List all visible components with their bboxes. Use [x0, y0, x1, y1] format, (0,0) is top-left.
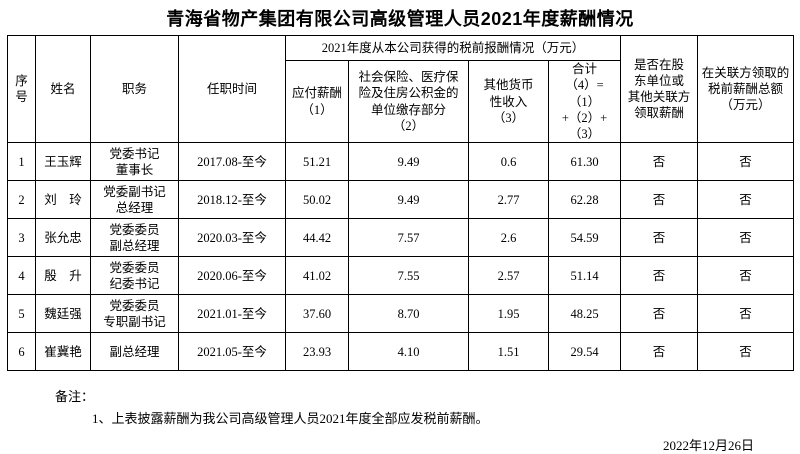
cell-name: 崔冀艳: [35, 332, 91, 372]
cell-insurance: 9.49: [348, 142, 469, 182]
document-date: 2022年12月26日: [662, 438, 754, 454]
cell-payable: 37.60: [285, 294, 349, 334]
cell-position: 党委委员 副总经理: [90, 218, 179, 258]
cell-other: 0.6: [468, 142, 549, 182]
cell-insurance: 8.70: [348, 294, 469, 334]
cell-name: 刘 玲: [35, 180, 91, 220]
header-other-income: 其他货币 性收入 （3）: [468, 59, 549, 144]
cell-insurance: 4.10: [348, 332, 469, 372]
cell-position: 党委副书记 总经理: [90, 180, 179, 220]
cell-position: 党委书记 董事长: [90, 142, 179, 182]
cell-no: 2: [7, 180, 36, 220]
notes-section: 备注： 1、上表披露薪酬为我公司高级管理人员2021年度全部应发税前薪酬。: [0, 386, 800, 427]
header-no: 序 号: [7, 34, 36, 144]
notes-label: 备注：: [55, 389, 95, 405]
cell-name: 殷 升: [35, 256, 91, 296]
cell-other: 2.57: [468, 256, 549, 296]
cell-other: 2.77: [468, 180, 549, 220]
table-row: 1 王玉辉 党委书记 董事长 2017.08-至今 51.21 9.49 0.6…: [7, 142, 795, 182]
cell-tenure: 2017.08-至今: [178, 142, 286, 182]
cell-payable: 51.21: [285, 142, 349, 182]
note-item: 1、上表披露薪酬为我公司高级管理人员2021年度全部应发税前薪酬。: [92, 411, 489, 427]
cell-tenure: 2021.01-至今: [178, 294, 286, 334]
header-related-party-salary: 是否在股 东单位或 其他关联方 领取薪酬: [620, 34, 699, 144]
header-total: 合计 （4）=（1） +（2）+ （3）: [547, 59, 622, 144]
cell-payable: 50.02: [285, 180, 349, 220]
cell-other: 2.6: [468, 218, 549, 258]
cell-position: 党委委员 专职副书记: [90, 294, 179, 334]
cell-insurance: 9.49: [348, 180, 469, 220]
cell-payable: 41.02: [285, 256, 349, 296]
header-related-party-amount: 在关联方领取的 税前薪酬总额 （万元）: [697, 34, 795, 144]
cell-related-amount: 否: [697, 142, 795, 182]
cell-related-salary: 否: [620, 218, 699, 258]
header-name: 姓名: [35, 34, 91, 144]
cell-related-salary: 否: [620, 332, 699, 372]
cell-total: 62.28: [547, 180, 622, 220]
table-row: 2 刘 玲 党委副书记 总经理 2018.12-至今 50.02 9.49 2.…: [7, 180, 795, 220]
header-payable: 应付薪酬 （1）: [285, 59, 349, 144]
page-title: 青海省物产集团有限公司高级管理人员2021年度薪酬情况: [166, 9, 634, 29]
cell-related-amount: 否: [697, 180, 795, 220]
cell-tenure: 2021.05-至今: [178, 332, 286, 372]
header-position: 职务: [90, 34, 179, 144]
cell-related-salary: 否: [620, 180, 699, 220]
document-page: 青海省物产集团有限公司高级管理人员2021年度薪酬情况 序 号 姓名 职务 任职…: [0, 5, 800, 454]
cell-payable: 23.93: [285, 332, 349, 372]
salary-table: 序 号 姓名 职务 任职时间 2021年度从本公司获得的税前报酬情况（万元） 是…: [7, 34, 795, 372]
cell-total: 51.14: [547, 256, 622, 296]
table-row: 4 殷 升 党委委员 纪委书记 2020.06-至今 41.02 7.55 2.…: [7, 256, 795, 296]
cell-no: 5: [7, 294, 36, 334]
cell-related-amount: 否: [697, 256, 795, 296]
cell-related-salary: 否: [620, 142, 699, 182]
cell-total: 48.25: [547, 294, 622, 334]
header-insurance: 社会保险、医疗保 险及住房公积金的 单位缴存部分 （2）: [348, 59, 469, 144]
header-tenure: 任职时间: [178, 34, 286, 144]
cell-tenure: 2020.03-至今: [178, 218, 286, 258]
cell-total: 29.54: [547, 332, 622, 372]
cell-no: 1: [7, 142, 36, 182]
cell-total: 61.30: [547, 142, 622, 182]
cell-related-amount: 否: [697, 218, 795, 258]
cell-tenure: 2018.12-至今: [178, 180, 286, 220]
cell-related-salary: 否: [620, 294, 699, 334]
table-row: 5 魏廷强 党委委员 专职副书记 2021.01-至今 37.60 8.70 1…: [7, 294, 795, 334]
table-row: 6 崔冀艳 副总经理 2021.05-至今 23.93 4.10 1.51 29…: [7, 332, 795, 372]
cell-related-amount: 否: [697, 332, 795, 372]
cell-no: 6: [7, 332, 36, 372]
cell-related-amount: 否: [697, 294, 795, 334]
cell-total: 54.59: [547, 218, 622, 258]
cell-no: 4: [7, 256, 36, 296]
cell-other: 1.95: [468, 294, 549, 334]
cell-name: 张允忠: [35, 218, 91, 258]
cell-name: 王玉辉: [35, 142, 91, 182]
table-row: 3 张允忠 党委委员 副总经理 2020.03-至今 44.42 7.57 2.…: [7, 218, 795, 258]
header-compensation-group: 2021年度从本公司获得的税前报酬情况（万元）: [284, 35, 622, 61]
cell-insurance: 7.55: [348, 256, 469, 296]
cell-tenure: 2020.06-至今: [178, 256, 286, 296]
cell-position: 党委委员 纪委书记: [90, 256, 179, 296]
cell-no: 3: [7, 218, 36, 258]
cell-related-salary: 否: [620, 256, 699, 296]
cell-insurance: 7.57: [348, 218, 469, 258]
cell-payable: 44.42: [285, 218, 349, 258]
cell-position: 副总经理: [90, 332, 179, 372]
cell-name: 魏廷强: [35, 294, 91, 334]
cell-other: 1.51: [468, 332, 549, 372]
